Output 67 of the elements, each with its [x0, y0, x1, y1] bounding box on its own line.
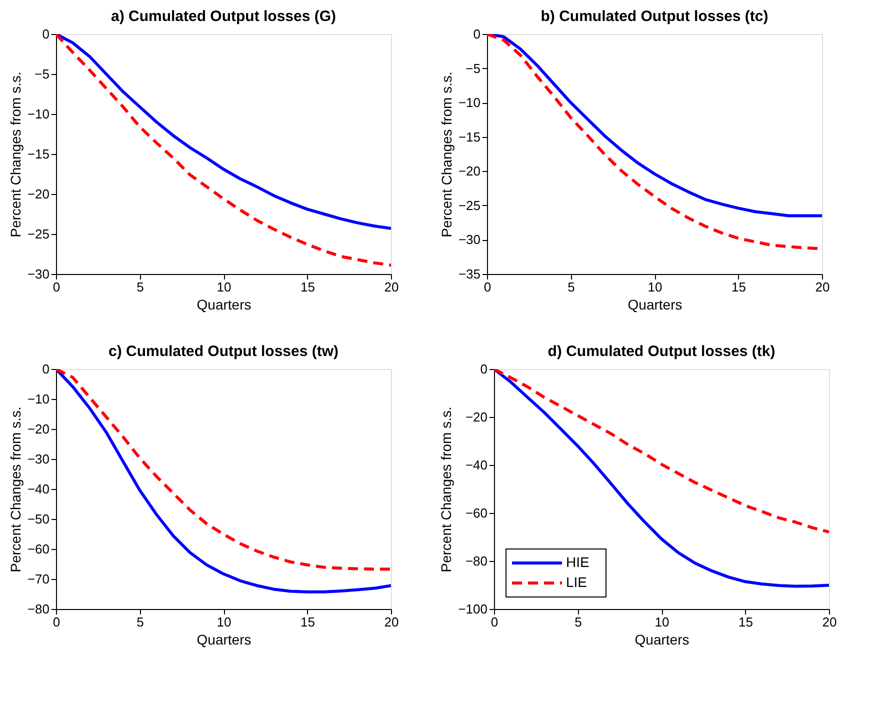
chart-title: c) Cumulated Output losses (tw): [108, 343, 339, 360]
y-tick-label: 0: [42, 26, 50, 42]
x-tick-label: 10: [216, 614, 232, 630]
y-tick-label: −60: [27, 542, 50, 556]
x-tick-label: 20: [815, 280, 830, 294]
x-tick-label: 10: [654, 614, 670, 630]
y-tick-label: −10: [27, 392, 50, 406]
x-tick-label: 0: [52, 614, 60, 630]
x-tick-label: 10: [648, 280, 662, 294]
x-tick-label: 0: [52, 280, 60, 294]
y-tick-label: −25: [27, 226, 50, 242]
x-axis-title: Quarters: [634, 632, 690, 648]
line-series: [494, 369, 829, 588]
x-tick-label: 20: [384, 280, 399, 294]
x-tick-label: 15: [738, 614, 753, 630]
y-tick-label: −30: [27, 266, 50, 282]
y-tick-label: −35: [458, 266, 480, 282]
legend-label: LIE: [566, 574, 588, 590]
x-tick-label: 5: [136, 280, 144, 294]
y-tick-label: −80: [465, 554, 488, 568]
x-tick-label: 0: [490, 614, 498, 630]
x-tick-label: 5: [574, 614, 582, 630]
y-tick-label: −30: [27, 452, 50, 466]
x-tick-label: 15: [300, 280, 315, 294]
y-tick-label: 0: [42, 362, 50, 376]
line-series: [494, 369, 829, 534]
y-tick-label: −20: [27, 422, 50, 436]
y-tick-label: −20: [465, 410, 488, 424]
x-axis-title: Quarters: [196, 296, 252, 312]
x-tick-label: 15: [300, 614, 315, 630]
chart-title: b) Cumulated Output losses (tc): [540, 8, 768, 25]
y-tick-label: −100: [458, 602, 488, 616]
y-tick-label: −20: [458, 164, 480, 179]
chart-title: a) Cumulated Output losses (G): [110, 8, 336, 25]
y-tick-label: −60: [465, 506, 488, 520]
line-series: [56, 34, 391, 230]
y-tick-label: −40: [27, 482, 50, 496]
y-tick-label: −50: [27, 512, 50, 526]
y-tick-label: −5: [466, 60, 480, 76]
x-tick-label: 20: [822, 614, 837, 630]
x-axis-title: Quarters: [196, 632, 252, 648]
y-tick-label: −40: [465, 458, 488, 472]
y-tick-label: −20: [27, 186, 50, 202]
y-tick-label: −15: [27, 146, 50, 162]
x-tick-label: 5: [568, 280, 575, 294]
y-axis-title: Percent Changes from s.s.: [438, 72, 454, 238]
y-tick-label: −10: [458, 95, 480, 110]
x-axis-title: Quarters: [628, 296, 682, 312]
x-tick-label: 10: [216, 280, 232, 294]
y-tick-label: 0: [480, 362, 488, 376]
y-tick-label: −30: [458, 232, 480, 248]
x-tick-label: 15: [732, 280, 746, 294]
y-tick-label: −70: [27, 572, 50, 586]
y-tick-label: −15: [458, 129, 480, 144]
y-tick-label: −10: [27, 106, 50, 122]
line-series: [56, 34, 391, 267]
legend-label: HIE: [566, 554, 590, 570]
chart-title: d) Cumulated Output losses (tk): [548, 343, 776, 360]
y-axis-title: Percent Changes from s.s.: [7, 72, 24, 238]
x-tick-label: 20: [384, 614, 399, 630]
y-tick-label: −25: [458, 198, 480, 213]
x-tick-label: 5: [136, 614, 144, 630]
y-tick-label: 0: [473, 26, 480, 42]
y-axis-title: Percent Changes from s.s.: [438, 406, 454, 572]
y-tick-label: −80: [27, 602, 50, 616]
y-axis-title: Percent Changes from s.s.: [7, 406, 24, 572]
y-tick-label: −5: [34, 66, 50, 82]
